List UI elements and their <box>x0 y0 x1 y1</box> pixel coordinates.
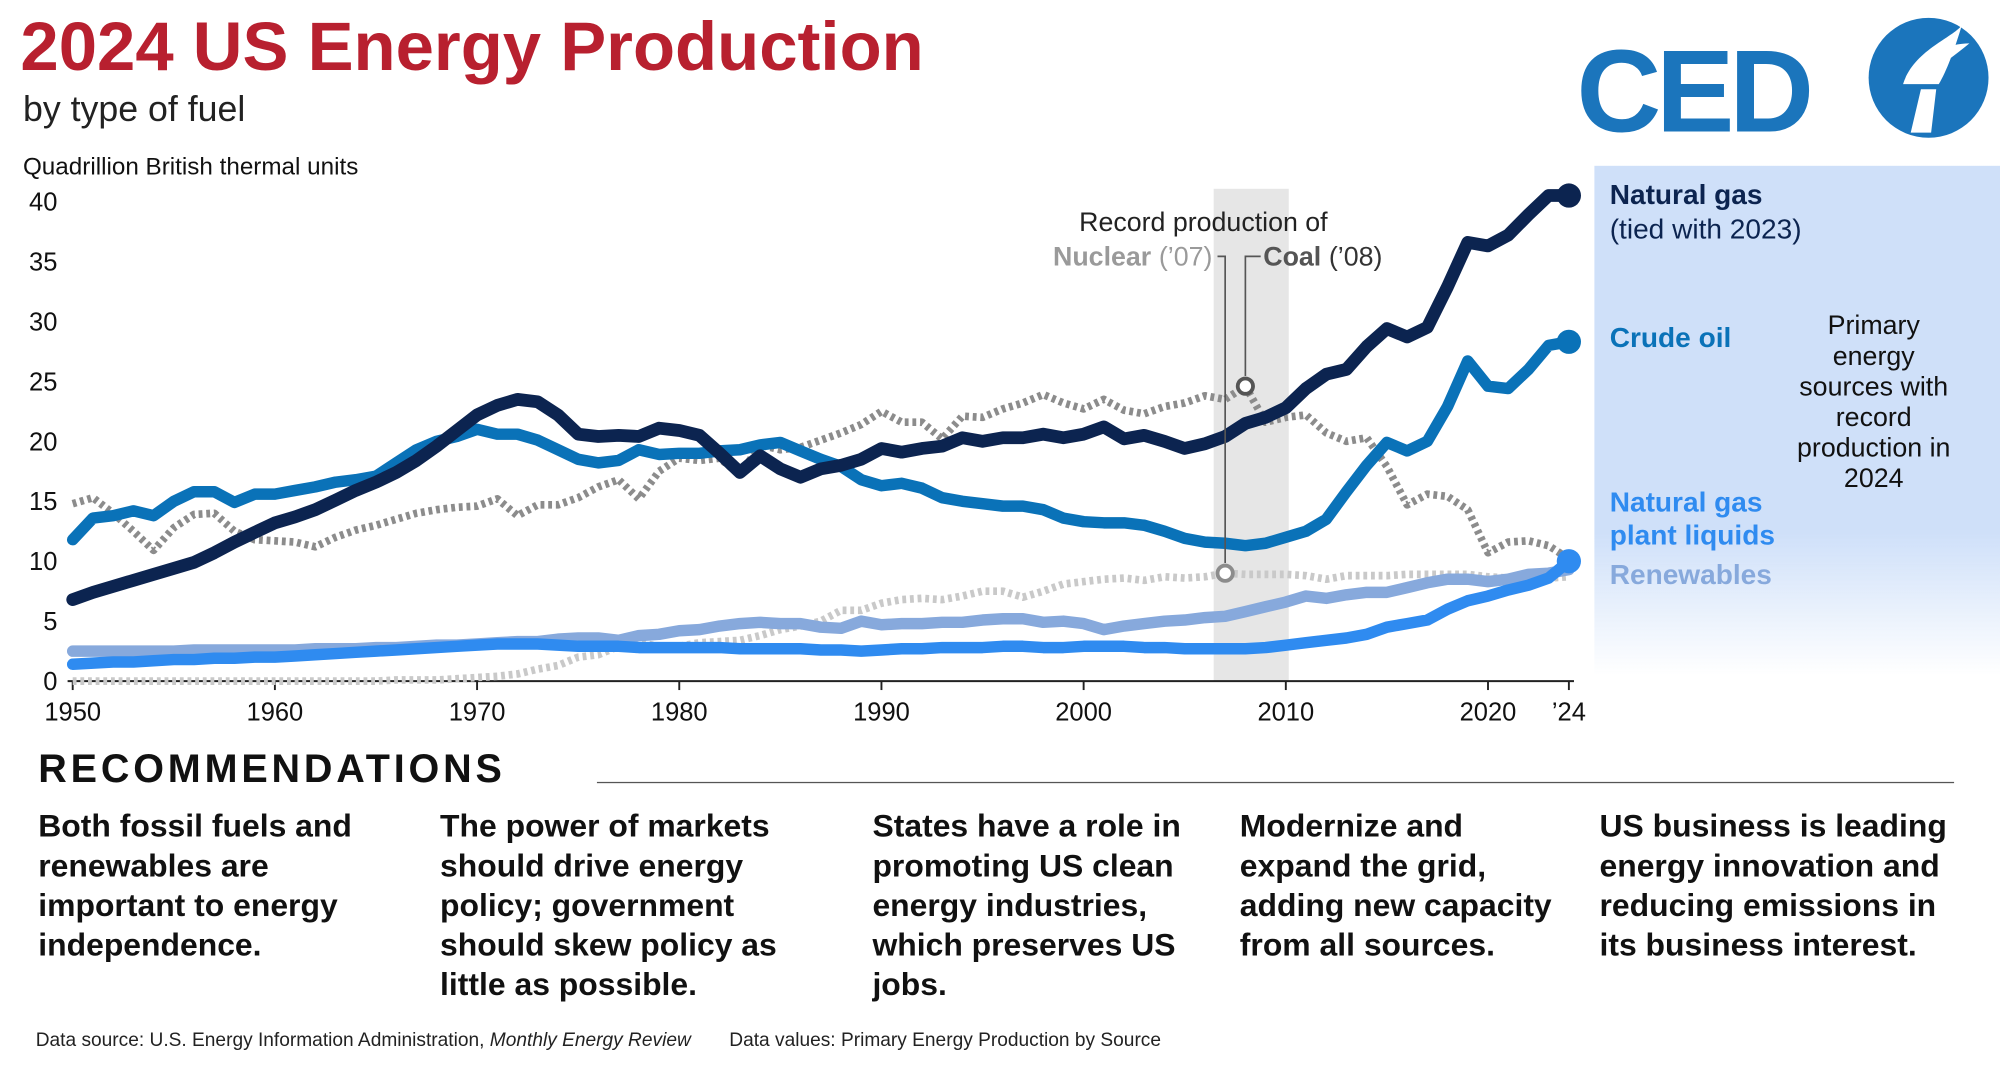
source: Data source: U.S. Energy Information Adm… <box>35 1029 485 1052</box>
legend-label: Crude oil <box>1609 321 1732 354</box>
footer: Data source: U.S. Energy Information Adm… <box>36 1029 1161 1051</box>
dotted-line <box>71 382 1571 563</box>
recommendation: States have a role in promoting US clean… <box>872 808 1181 1003</box>
end-marker <box>1556 183 1581 208</box>
legend-label: Natural gas <box>1609 178 1763 211</box>
subtitle: by type of fuel <box>22 89 246 129</box>
x-tick-label: 1970 <box>449 699 506 727</box>
legend-label: Renewables <box>1609 558 1772 591</box>
record-note: Primary energy sources with record produ… <box>1797 311 1951 494</box>
annotation-year: (’07) <box>1159 241 1213 271</box>
source-title: Monthly Energy Review <box>489 1029 691 1052</box>
logo-torch <box>1903 25 1970 133</box>
leader-line <box>1217 255 1226 564</box>
y-axis-label: Quadrillion British thermal units <box>22 154 359 182</box>
y-tick-label: 0 <box>43 668 57 696</box>
recommendation: Modernize and expand the grid, adding ne… <box>1239 808 1552 964</box>
recommendation: The power of markets should drive energy… <box>440 808 777 1003</box>
record-marker <box>1215 563 1235 583</box>
legend-note: (tied with 2023) <box>1609 213 1802 245</box>
values-note: Data values: Primary Energy Production b… <box>729 1029 1162 1052</box>
end-marker <box>1556 329 1581 354</box>
y-tick-label: 10 <box>29 548 57 576</box>
y-tick-label: 35 <box>29 248 57 276</box>
annotation: Coal (’08) <box>1263 241 1382 271</box>
x-tick-label: 1960 <box>247 699 304 727</box>
record-panel <box>1594 165 2000 677</box>
record-marker <box>1235 376 1255 396</box>
x-tick-label: 1990 <box>853 699 910 727</box>
annotation: Record production of <box>1079 207 1328 237</box>
annotation-year: (’08) <box>1329 241 1383 271</box>
heading-rule <box>596 781 1955 784</box>
y-tick-label: 40 <box>29 188 57 216</box>
recommendation: US business is leading energy innovation… <box>1599 808 1947 964</box>
y-tick-label: 30 <box>29 308 57 336</box>
line <box>66 189 1576 606</box>
x-tick-label: 2010 <box>1257 699 1314 727</box>
title: 2024 US Energy Production <box>20 8 924 86</box>
x-tick-label: ’24 <box>1552 699 1586 727</box>
recommendations-heading: RECOMMENDATIONS <box>38 746 506 791</box>
leader-line <box>1244 255 1261 376</box>
annotation-name: Coal <box>1263 241 1321 271</box>
recommendation: Both fossil fuels and renewables are imp… <box>38 808 352 964</box>
line <box>66 555 1575 671</box>
annotation-name: Nuclear <box>1053 241 1152 271</box>
x-tick-label: 1980 <box>651 699 708 727</box>
x-tick-label: 1950 <box>44 699 101 727</box>
dotted-line <box>72 569 1570 685</box>
legend-label: Natural gas plant liquids <box>1609 485 1775 552</box>
y-tick-label: 5 <box>43 608 57 636</box>
x-tick-label: 2020 <box>1460 699 1517 727</box>
logo: CED <box>1577 17 1989 156</box>
logo-text: CED <box>1577 25 1810 156</box>
y-tick-label: 20 <box>29 428 57 456</box>
y-tick-label: 15 <box>29 488 57 516</box>
end-marker <box>1556 549 1581 574</box>
y-tick-label: 25 <box>29 368 57 396</box>
line <box>66 336 1575 552</box>
x-tick-label: 2000 <box>1055 699 1112 727</box>
annotation: Nuclear (’07) <box>1053 241 1212 271</box>
